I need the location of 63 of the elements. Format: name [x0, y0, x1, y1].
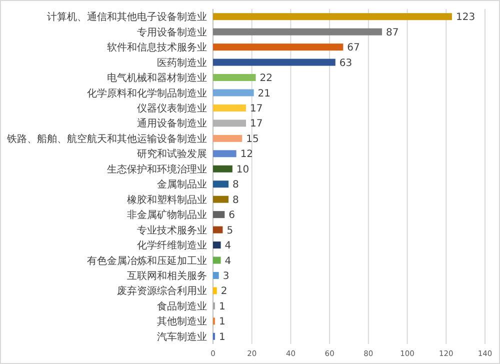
bar	[213, 287, 217, 294]
y-tick-label: 有色金属冶炼和压延加工业	[87, 254, 207, 267]
y-tick-label: 通用设备制造业	[137, 118, 207, 130]
data-label: 67	[347, 42, 360, 54]
y-tick-label: 食品制造业	[157, 300, 207, 312]
data-label: 4	[224, 256, 232, 267]
bar	[213, 44, 344, 51]
data-label: 1	[218, 301, 226, 312]
bar	[213, 150, 236, 158]
bar	[213, 211, 225, 218]
bar	[213, 242, 221, 249]
y-tick-label: 汽车制造业	[157, 330, 207, 343]
y-tick-label: 电气机械和器材制造业	[107, 72, 207, 84]
data-label: 10	[236, 164, 250, 176]
data-label: 87	[386, 27, 399, 38]
bar	[213, 196, 229, 203]
data-label: 22	[260, 73, 272, 84]
data-label: 63	[339, 58, 352, 69]
data-label: 3	[222, 270, 230, 282]
bar	[213, 104, 246, 112]
data-label: 17	[250, 103, 263, 114]
bar	[213, 89, 254, 96]
data-label: 2	[220, 286, 228, 298]
y-tick-label: 软件和信息技术服务业	[107, 42, 207, 54]
y-tick-label: 计算机、通信和其他电子设备制造业	[47, 11, 207, 24]
data-label: 1	[218, 316, 226, 328]
data-label: 8	[232, 180, 239, 191]
data-label: 5	[226, 225, 234, 236]
bar	[213, 272, 219, 279]
data-label: 4	[224, 240, 232, 252]
y-tick-label: 生态保护和环境治理业	[107, 163, 207, 176]
bar	[213, 13, 452, 20]
bar	[213, 134, 242, 142]
y-tick-label: 专业技术服务业	[137, 224, 207, 236]
y-tick-label: 铁路、船舶、航空航天和其他运输设备制造业	[6, 132, 207, 145]
bar	[213, 180, 229, 188]
data-label: 17	[250, 118, 263, 130]
bar	[213, 165, 232, 172]
bar	[213, 256, 221, 264]
y-tick-label: 专用设备制造业	[137, 26, 207, 38]
y-tick-label: 化学纤维制造业	[137, 240, 207, 252]
data-label: 6	[228, 210, 236, 222]
y-tick-label: 橡胶和塑料制品业	[127, 194, 207, 206]
y-tick-label: 仪器仪表制造业	[137, 102, 207, 114]
y-tick-label: 废弃资源综合利用业	[117, 285, 207, 298]
y-tick-label: 医药制造业	[157, 56, 207, 69]
bar	[213, 28, 382, 36]
data-label: 1	[218, 332, 226, 343]
bar	[213, 120, 246, 127]
bar	[213, 226, 223, 234]
data-label: 12	[240, 149, 254, 160]
bar	[213, 74, 256, 82]
data-label: 15	[246, 134, 259, 145]
y-tick-label: 研究和试验发展	[137, 148, 207, 160]
data-label: 123	[456, 12, 476, 24]
y-tick-label: 互联网和相关服务	[127, 270, 207, 282]
bar	[213, 58, 336, 66]
data-label: 8	[232, 194, 239, 206]
y-tick-label: 其他制造业	[157, 316, 207, 328]
data-label: 21	[258, 88, 271, 100]
y-tick-label: 化学原料和化学制品制造业	[87, 87, 207, 100]
y-tick-label: 非金属矿物制品业	[127, 209, 207, 222]
y-tick-label: 金属制品业	[157, 178, 207, 191]
